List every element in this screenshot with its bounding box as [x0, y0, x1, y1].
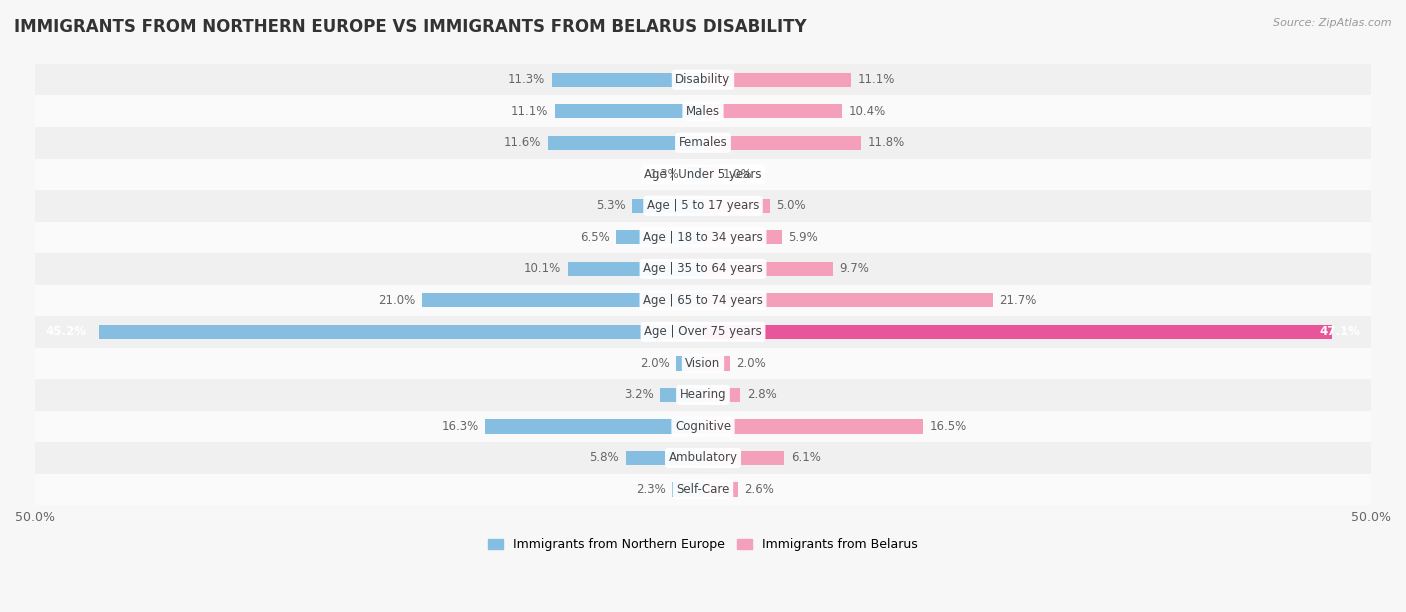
Bar [626, 451, 703, 465]
Bar [35, 348, 1371, 379]
Bar [35, 253, 1371, 285]
Text: 2.8%: 2.8% [747, 389, 778, 401]
Bar [35, 190, 1371, 222]
Bar [422, 293, 703, 307]
Bar [703, 73, 851, 87]
Bar [661, 388, 703, 402]
Bar [35, 316, 1371, 348]
Bar [676, 356, 703, 370]
Bar [555, 104, 703, 118]
Text: Age | Over 75 years: Age | Over 75 years [644, 326, 762, 338]
Text: 5.3%: 5.3% [596, 200, 626, 212]
Bar [703, 230, 782, 244]
Text: Females: Females [679, 136, 727, 149]
Bar [35, 159, 1371, 190]
Bar [616, 230, 703, 244]
Text: 6.5%: 6.5% [579, 231, 609, 244]
Bar [672, 482, 703, 496]
Bar [703, 104, 842, 118]
Bar [35, 474, 1371, 506]
Text: Age | 18 to 34 years: Age | 18 to 34 years [643, 231, 763, 244]
Bar [703, 388, 741, 402]
Text: Cognitive: Cognitive [675, 420, 731, 433]
Text: 3.2%: 3.2% [624, 389, 654, 401]
Text: 2.0%: 2.0% [737, 357, 766, 370]
Text: 11.8%: 11.8% [868, 136, 904, 149]
Bar [35, 442, 1371, 474]
Bar [703, 199, 770, 213]
Text: 6.1%: 6.1% [792, 452, 821, 465]
Bar [703, 136, 860, 150]
Text: 2.3%: 2.3% [636, 483, 665, 496]
Bar [100, 325, 703, 339]
Text: IMMIGRANTS FROM NORTHERN EUROPE VS IMMIGRANTS FROM BELARUS DISABILITY: IMMIGRANTS FROM NORTHERN EUROPE VS IMMIG… [14, 18, 807, 36]
Text: Age | 5 to 17 years: Age | 5 to 17 years [647, 200, 759, 212]
Bar [548, 136, 703, 150]
Text: 5.8%: 5.8% [589, 452, 619, 465]
Text: 5.9%: 5.9% [789, 231, 818, 244]
Bar [686, 167, 703, 181]
Text: 21.0%: 21.0% [378, 294, 416, 307]
Text: 1.0%: 1.0% [723, 168, 752, 181]
Text: 11.6%: 11.6% [503, 136, 541, 149]
Text: 1.3%: 1.3% [650, 168, 679, 181]
Bar [485, 419, 703, 433]
Text: 11.3%: 11.3% [508, 73, 546, 86]
Bar [35, 379, 1371, 411]
Text: 5.0%: 5.0% [776, 200, 806, 212]
Bar [703, 262, 832, 276]
Bar [703, 482, 738, 496]
Text: Males: Males [686, 105, 720, 118]
Legend: Immigrants from Northern Europe, Immigrants from Belarus: Immigrants from Northern Europe, Immigra… [482, 534, 924, 556]
Text: Age | Under 5 years: Age | Under 5 years [644, 168, 762, 181]
Text: 16.5%: 16.5% [931, 420, 967, 433]
Text: 10.4%: 10.4% [849, 105, 886, 118]
Bar [703, 167, 717, 181]
Text: 2.6%: 2.6% [744, 483, 775, 496]
Text: Age | 35 to 64 years: Age | 35 to 64 years [643, 263, 763, 275]
Bar [568, 262, 703, 276]
Text: 9.7%: 9.7% [839, 263, 869, 275]
Bar [35, 411, 1371, 442]
Text: Disability: Disability [675, 73, 731, 86]
Text: 2.0%: 2.0% [640, 357, 669, 370]
Bar [553, 73, 703, 87]
Bar [35, 222, 1371, 253]
Text: 47.1%: 47.1% [1319, 326, 1361, 338]
Text: 21.7%: 21.7% [1000, 294, 1038, 307]
Text: Vision: Vision [685, 357, 721, 370]
Bar [703, 356, 730, 370]
Text: Age | 65 to 74 years: Age | 65 to 74 years [643, 294, 763, 307]
Text: Hearing: Hearing [679, 389, 727, 401]
Bar [703, 293, 993, 307]
Text: 16.3%: 16.3% [441, 420, 478, 433]
Bar [703, 325, 1333, 339]
Bar [35, 285, 1371, 316]
Text: 11.1%: 11.1% [510, 105, 548, 118]
Text: Self-Care: Self-Care [676, 483, 730, 496]
Text: Source: ZipAtlas.com: Source: ZipAtlas.com [1274, 18, 1392, 28]
Bar [35, 64, 1371, 95]
Bar [703, 451, 785, 465]
Bar [35, 127, 1371, 159]
Text: 11.1%: 11.1% [858, 73, 896, 86]
Bar [703, 419, 924, 433]
Bar [35, 95, 1371, 127]
Bar [633, 199, 703, 213]
Text: 45.2%: 45.2% [45, 326, 87, 338]
Text: 10.1%: 10.1% [524, 263, 561, 275]
Text: Ambulatory: Ambulatory [668, 452, 738, 465]
